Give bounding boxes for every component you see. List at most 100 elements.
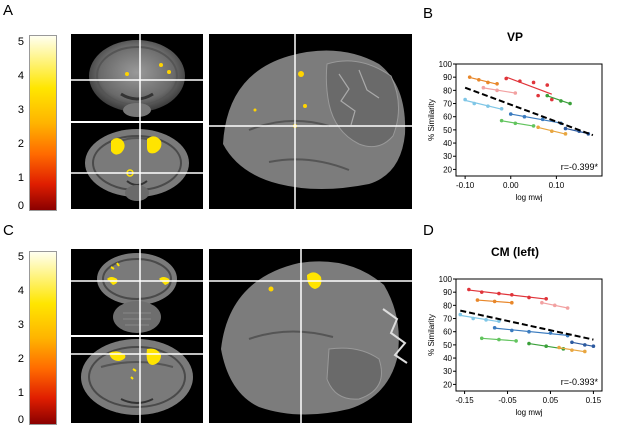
series-fit-line bbox=[547, 95, 571, 105]
x-axis-label: log mwj bbox=[515, 408, 542, 417]
data-point bbox=[479, 336, 484, 341]
series-fit-line bbox=[464, 99, 502, 110]
data-point bbox=[486, 104, 490, 108]
chart-title: VP bbox=[506, 30, 523, 44]
colorbar-tick: 5 bbox=[17, 36, 24, 48]
y-tick-label: 80 bbox=[443, 86, 452, 95]
correlation-annotation: r=-0.393* bbox=[561, 377, 599, 387]
data-point bbox=[536, 125, 540, 130]
chart-title: CM (left) bbox=[491, 245, 539, 259]
data-point bbox=[486, 80, 490, 85]
data-point bbox=[583, 343, 587, 347]
data-point bbox=[467, 287, 471, 292]
y-tick-label: 30 bbox=[443, 152, 452, 161]
plot-frame bbox=[455, 63, 603, 177]
data-point bbox=[510, 300, 514, 305]
brain-slice-coronal-a1 bbox=[71, 34, 203, 121]
brain-slice-coronal-c1 bbox=[71, 249, 203, 335]
data-point bbox=[504, 76, 508, 81]
colorbar-tick: 1 bbox=[17, 172, 24, 184]
data-point bbox=[550, 129, 554, 133]
y-tick-label: 20 bbox=[443, 380, 452, 389]
data-point bbox=[492, 325, 497, 330]
series-fit-line bbox=[510, 113, 562, 124]
data-point bbox=[475, 298, 480, 302]
y-tick-label: 90 bbox=[443, 73, 452, 82]
colorbar-tick: 4 bbox=[17, 70, 24, 82]
y-tick-label: 90 bbox=[443, 288, 452, 297]
x-tick-label: 0.15 bbox=[586, 396, 602, 405]
data-point bbox=[499, 118, 504, 123]
colorbar-tick: 5 bbox=[17, 251, 24, 263]
data-point bbox=[477, 78, 481, 82]
data-point bbox=[467, 75, 472, 79]
data-point bbox=[497, 337, 501, 342]
x-tick-label: -0.05 bbox=[498, 396, 517, 405]
y-axis-label: % Similarity bbox=[427, 99, 436, 141]
x-tick-label: 0.10 bbox=[549, 181, 565, 190]
data-point bbox=[527, 329, 531, 334]
y-tick-label: 30 bbox=[443, 367, 452, 376]
data-point bbox=[471, 316, 475, 321]
data-point bbox=[492, 299, 497, 304]
colorbar-tick: 3 bbox=[17, 104, 24, 116]
data-point bbox=[497, 291, 501, 296]
data-point bbox=[472, 101, 477, 106]
x-tick-label: 0.05 bbox=[543, 396, 559, 405]
data-point bbox=[563, 126, 568, 131]
data-point bbox=[545, 83, 550, 87]
data-point bbox=[518, 79, 522, 83]
chart-plot: 20 30 40 50 60 70 80 90 100 -0.15 -0.05 0.05 0.15 log… bbox=[427, 275, 603, 417]
data-point bbox=[570, 348, 574, 352]
y-tick-label: 70 bbox=[443, 100, 452, 109]
data-point bbox=[544, 344, 548, 348]
chart-vp: VP 20 30 40 50 60 70 80 90 100 -0.10 0.00 0.10 log m… bbox=[420, 30, 610, 220]
y-tick-label: 80 bbox=[443, 301, 452, 310]
colorbar-tick: 3 bbox=[17, 319, 24, 331]
data-point bbox=[495, 81, 499, 86]
y-tick-label: 50 bbox=[443, 341, 452, 350]
colorbar-tick: 4 bbox=[17, 285, 24, 297]
data-point bbox=[513, 121, 518, 126]
colorbar-tick: 2 bbox=[17, 353, 24, 365]
x-tick-label: -0.15 bbox=[455, 396, 474, 405]
data-point bbox=[499, 107, 504, 111]
colorbar-tick: 2 bbox=[17, 138, 24, 150]
data-point bbox=[559, 99, 563, 103]
data-point bbox=[484, 318, 488, 322]
correlation-annotation: r=-0.399* bbox=[561, 162, 599, 172]
data-point bbox=[570, 340, 574, 345]
x-tick-label: -0.10 bbox=[456, 181, 475, 190]
data-point bbox=[552, 303, 557, 308]
data-point bbox=[536, 93, 540, 98]
y-tick-label: 20 bbox=[443, 165, 452, 174]
data-point bbox=[548, 331, 553, 335]
brain-slice-coronal-c2 bbox=[71, 337, 203, 423]
panel-label-b: B bbox=[423, 5, 434, 22]
series-fit-line bbox=[460, 314, 500, 323]
y-tick-label: 70 bbox=[443, 315, 452, 324]
plot-frame bbox=[455, 278, 603, 392]
data-point bbox=[522, 114, 527, 119]
series-fit-line bbox=[483, 87, 516, 94]
data-point bbox=[545, 93, 550, 98]
panel-label-c: C bbox=[3, 222, 14, 239]
data-point bbox=[583, 349, 587, 354]
data-point bbox=[527, 295, 531, 300]
colorbar-bottom bbox=[29, 251, 57, 425]
brain-slice-sagittal-a bbox=[209, 34, 412, 209]
y-axis-label: % Similarity bbox=[427, 314, 436, 356]
data-point bbox=[531, 124, 536, 128]
data-point bbox=[510, 328, 514, 333]
y-tick-label: 50 bbox=[443, 126, 452, 135]
data-point bbox=[479, 290, 484, 294]
data-point bbox=[510, 293, 514, 297]
colorbar-tick: 1 bbox=[17, 387, 24, 399]
x-axis-label: log mwj bbox=[515, 193, 542, 202]
data-point bbox=[463, 97, 467, 102]
series-fit-line bbox=[501, 120, 534, 127]
brain-slice-coronal-a2 bbox=[71, 123, 203, 209]
data-point bbox=[544, 296, 548, 301]
brain-slice-sagittal-c bbox=[209, 249, 412, 423]
colorbar-top bbox=[29, 35, 57, 211]
